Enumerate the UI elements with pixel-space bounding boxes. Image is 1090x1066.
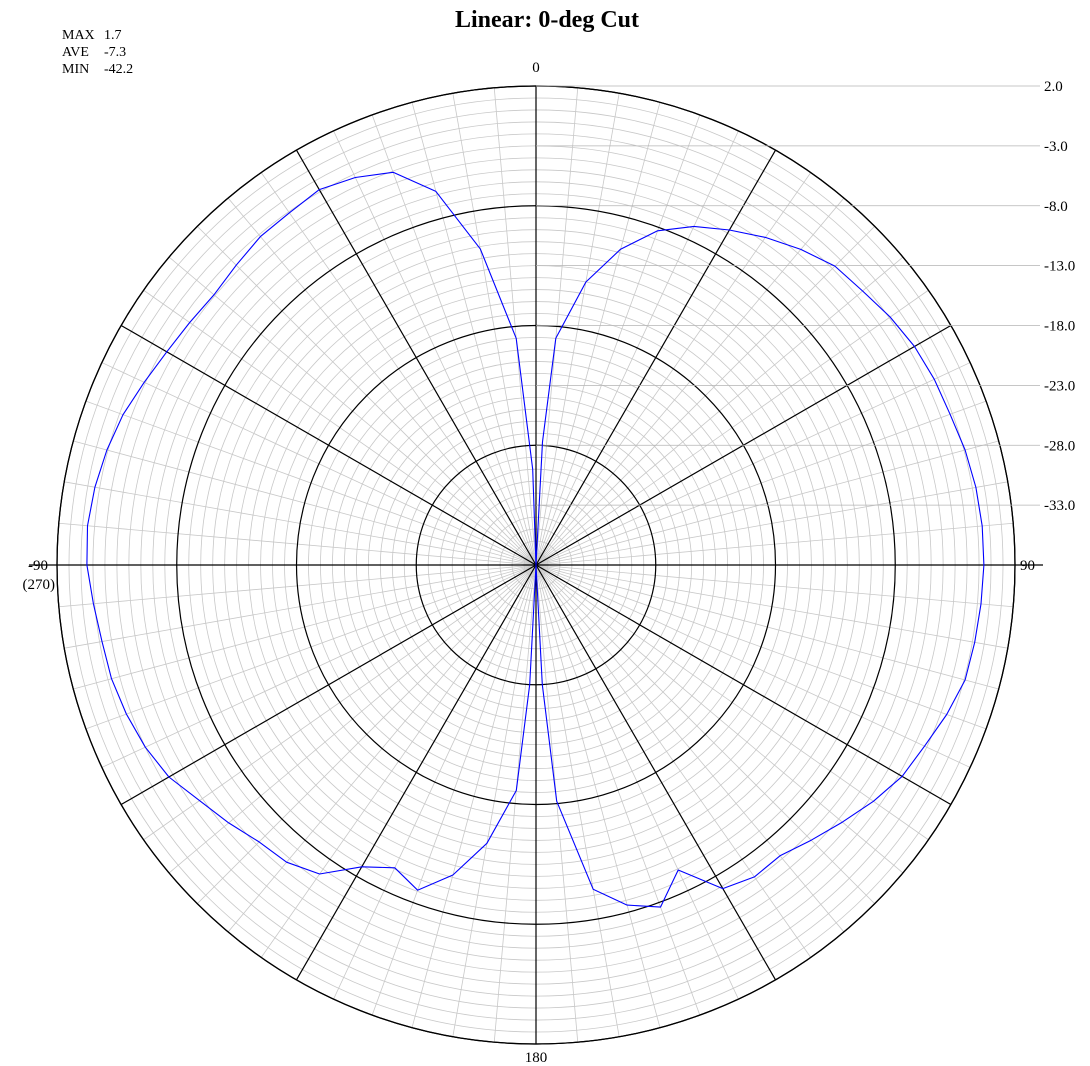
- radial-tick-label: -18.0: [1044, 319, 1075, 335]
- major-spoke: [295, 564, 537, 981]
- stat-max-label: MAX: [62, 28, 95, 43]
- polar-major-grid: [29, 85, 1043, 1045]
- radial-tick-label: 2.0: [1044, 79, 1063, 95]
- major-spoke: [535, 564, 952, 806]
- stat-min-label: MIN: [62, 62, 89, 77]
- radial-tick-label: -13.0: [1044, 259, 1075, 275]
- stat-ave-label: AVE: [62, 45, 89, 60]
- major-spoke: [120, 564, 537, 806]
- angle-label-0: 0: [532, 60, 540, 76]
- radial-tick-label: -23.0: [1044, 378, 1075, 394]
- major-spoke: [120, 324, 537, 566]
- angle-label-180: 180: [525, 1050, 548, 1066]
- radial-tick-labels: 2.0 -3.0 -8.0 -13.0 -18.0 -23.0 -28.0 -33.0: [1044, 79, 1075, 514]
- radial-tick-guides: [536, 85, 1040, 506]
- series-line: [86, 171, 985, 908]
- stat-min-value: -42.2: [104, 62, 133, 77]
- angle-label-minus-90: -90: [28, 558, 48, 574]
- series-layer: [86, 171, 985, 908]
- angle-label-90: 90: [1020, 558, 1035, 574]
- stat-ave-value: -7.3: [104, 45, 126, 60]
- radial-tick-label: -33.0: [1044, 498, 1075, 514]
- stat-max-value: 1.7: [104, 28, 122, 43]
- major-spoke: [295, 149, 537, 566]
- major-spoke: [535, 149, 777, 566]
- radial-tick-label: -8.0: [1044, 199, 1068, 215]
- major-spoke: [535, 564, 777, 981]
- radial-tick-label: -3.0: [1044, 139, 1068, 155]
- angle-label-270: (270): [23, 577, 56, 593]
- radial-tick-label: -28.0: [1044, 438, 1075, 454]
- chart-title: Linear: 0-deg Cut: [455, 7, 639, 33]
